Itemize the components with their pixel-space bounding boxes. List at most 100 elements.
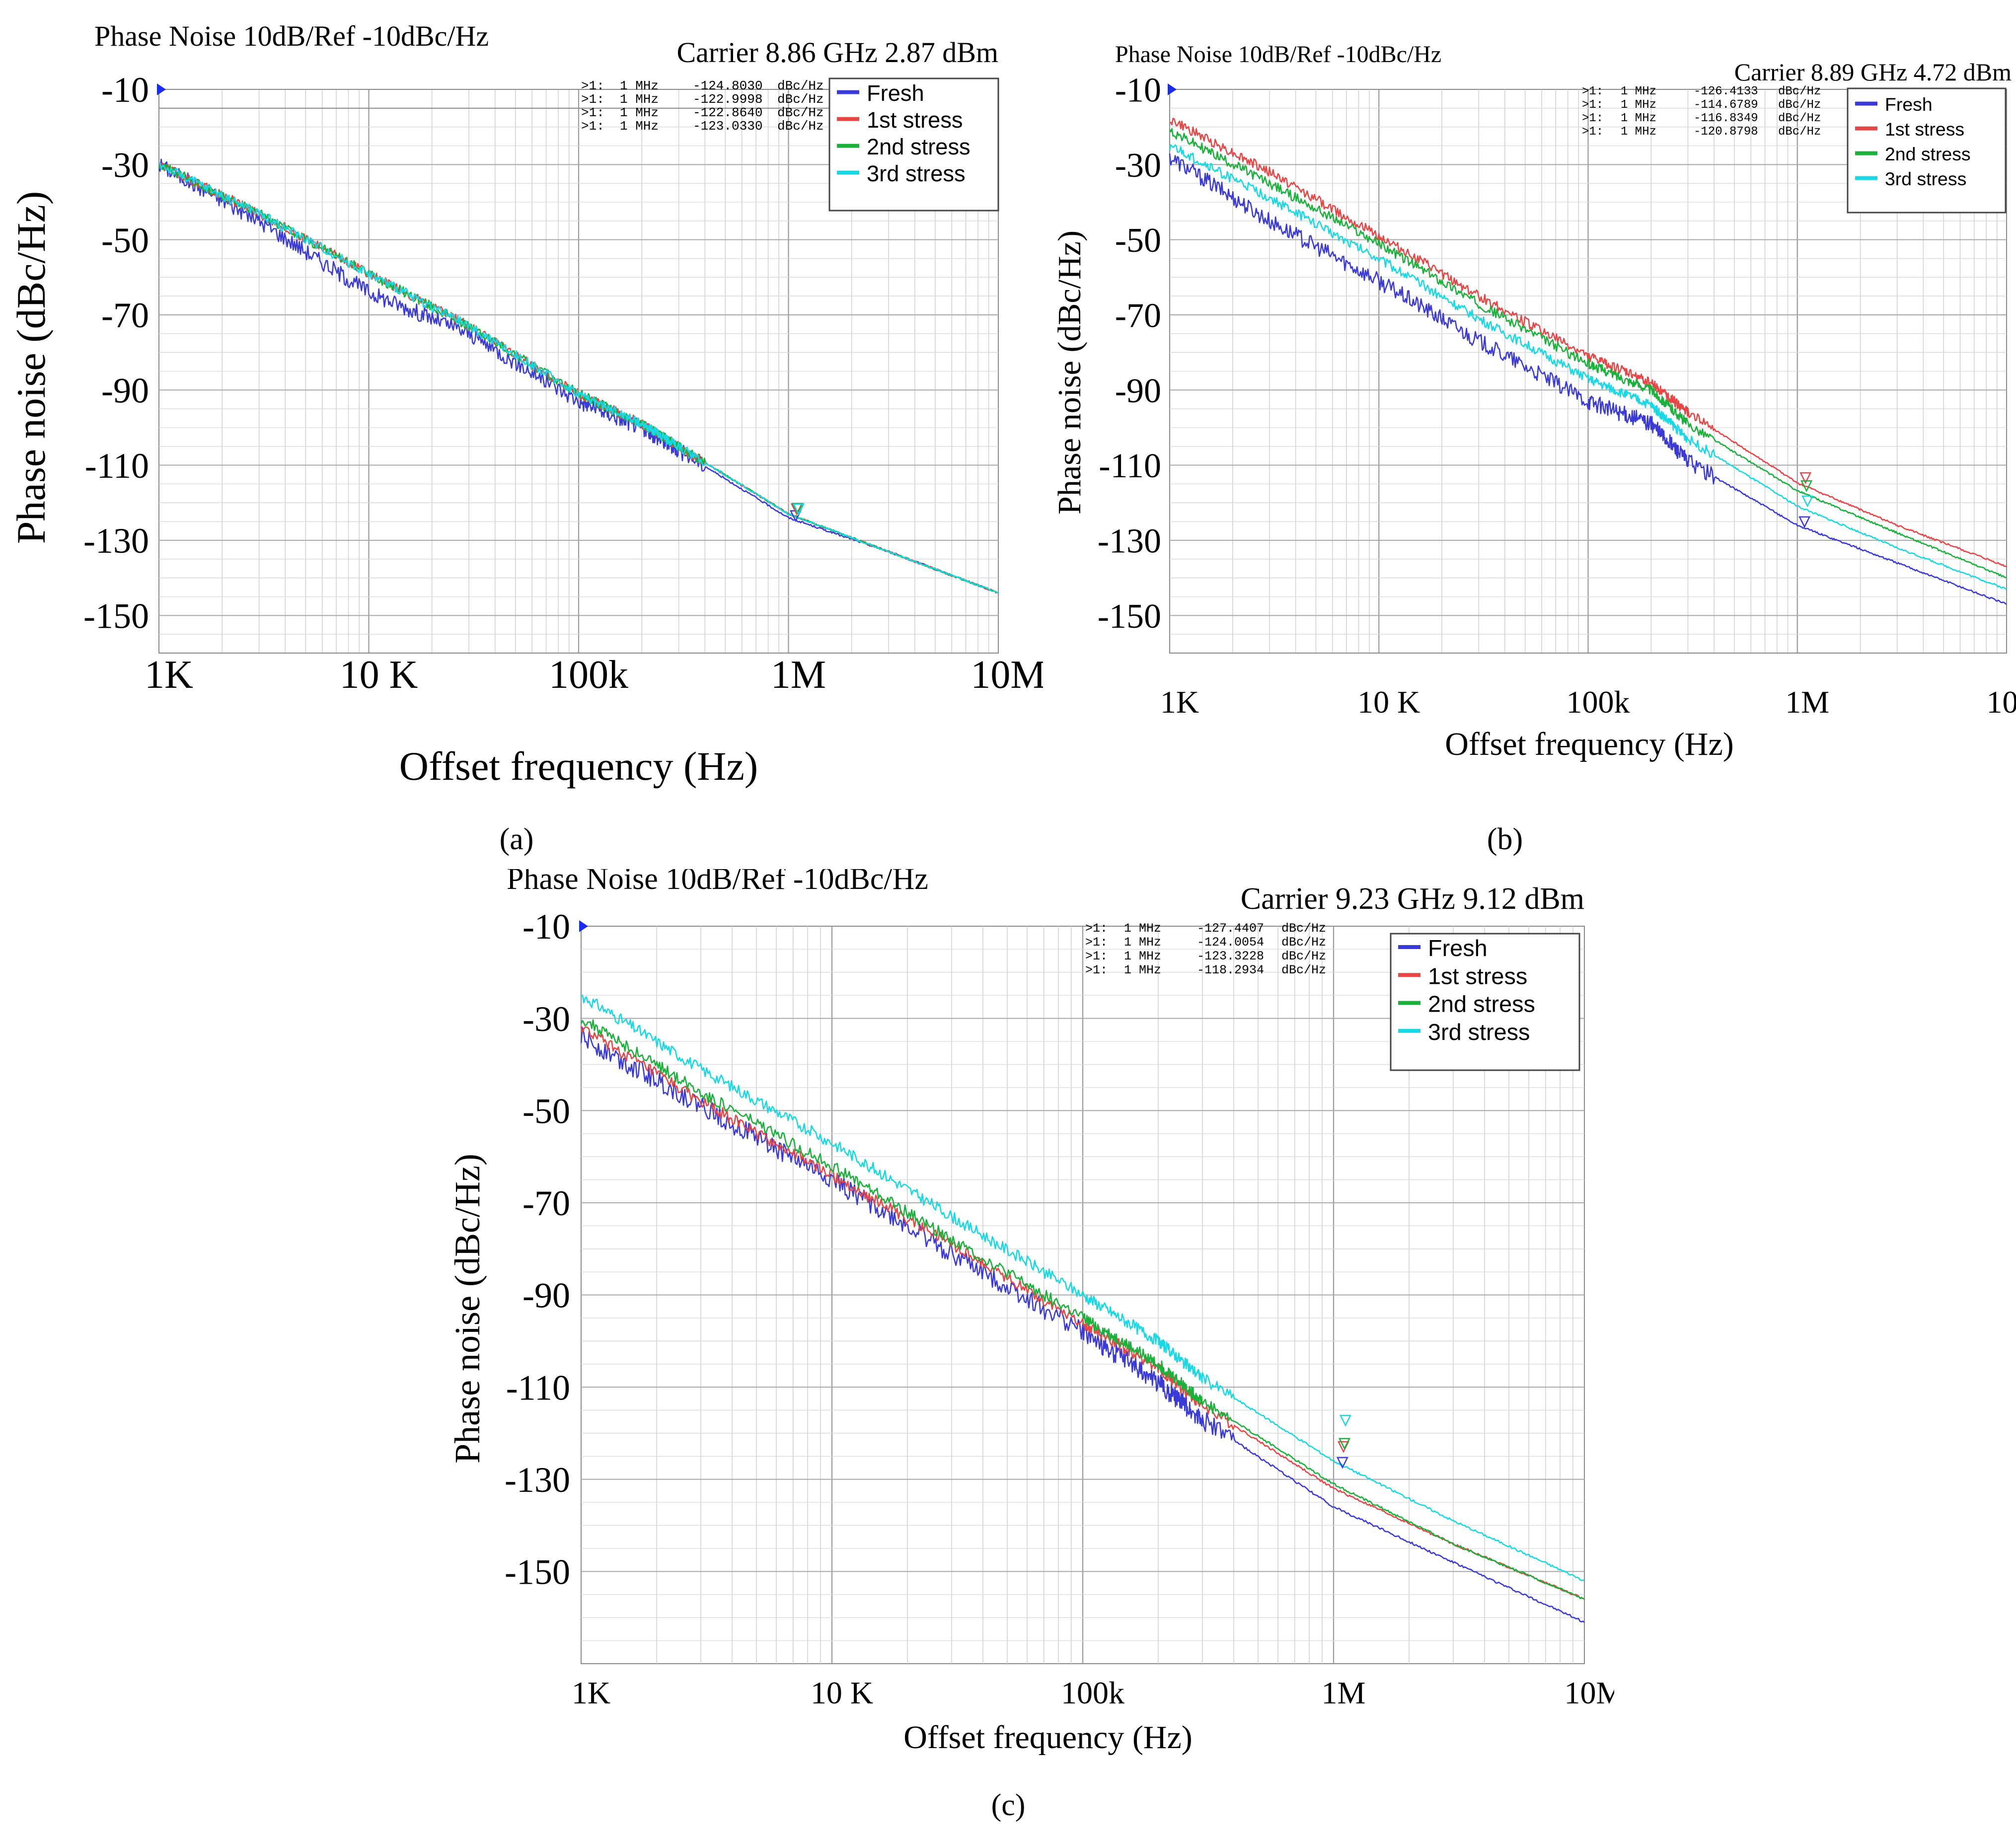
x-axis-label-c: Offset frequency (Hz)	[903, 1719, 1193, 1756]
marker-freq: 1 MHz	[620, 78, 659, 93]
marker-triangle-1	[1336, 1457, 1348, 1469]
series-line-fresh	[158, 158, 999, 594]
legend-label: 1st stress	[1885, 119, 1964, 140]
marker-triangle-4	[1339, 1414, 1351, 1427]
carrier-readout-b: Carrier 8.89 GHz 4.72 dBm	[1734, 58, 2012, 86]
marker-freq: 1 MHz	[1124, 949, 1161, 963]
y-tick-label: -10	[523, 907, 570, 947]
y-axis-label-a: Phase noise (dBc/Hz)	[8, 191, 54, 544]
marker-value: -126.4133	[1694, 85, 1758, 98]
marker-unit: dBc/Hz	[1281, 935, 1326, 950]
y-tick-label: -110	[506, 1368, 570, 1407]
x-tick-label: 10M	[1987, 684, 2016, 720]
marker-unit: dBc/Hz	[777, 105, 824, 120]
reference-level-icon	[157, 83, 166, 95]
marker-value: -124.0054	[1197, 935, 1264, 950]
marker-value: -127.4407	[1197, 921, 1264, 936]
carrier-readout-c: Carrier 9.23 GHz 9.12 dBm	[1241, 882, 1584, 916]
x-tick-label: 10 K	[340, 653, 418, 697]
marker-value: -120.8798	[1694, 125, 1758, 139]
y-tick-label: -90	[101, 371, 149, 411]
marker-freq: 1 MHz	[1621, 125, 1656, 139]
marker-freq: 1 MHz	[620, 119, 659, 134]
marker-value: -122.9998	[693, 92, 762, 107]
grid-a	[159, 89, 998, 654]
y-tick-label: -130	[83, 521, 149, 561]
marker-unit: dBc/Hz	[1281, 921, 1326, 936]
marker-freq: 1 MHz	[1621, 85, 1656, 98]
y-tick-label: -50	[1115, 221, 1161, 260]
series-line-fresh	[580, 1027, 1585, 1623]
legend-label: Fresh	[1885, 94, 1933, 115]
x-axis-label-a: Offset frequency (Hz)	[399, 743, 758, 789]
x-tick-label: 1M	[1322, 1675, 1366, 1710]
marker-value: -118.2934	[1197, 963, 1264, 977]
x-tick-label: 1M	[771, 653, 826, 697]
y-tick-label: -10	[101, 70, 149, 110]
legend-label: 2nd stress	[1428, 991, 1535, 1017]
y-tick-label: -70	[101, 295, 149, 335]
x-tick-label: 10 K	[811, 1675, 873, 1710]
marker-freq: 1 MHz	[1124, 935, 1161, 950]
carrier-readout-a: Carrier 8.86 GHz 2.87 dBm	[676, 36, 998, 69]
caption-c: (c)	[991, 1788, 1026, 1822]
chart-header-a: Phase Noise 10dB/Ref -10dBc/Hz	[94, 20, 489, 52]
y-tick-label: -90	[523, 1276, 570, 1316]
y-tick-label: -30	[101, 146, 149, 185]
chart-a-svg: -10 -30 -50 -70 -90 -110 -130 -150 1K 10 K 100k 1M 1…	[8, 20, 1043, 856]
caption-a: (a)	[500, 822, 534, 856]
marker-readouts-a: >1: 1 MHz -124.8030 dBc/Hz >1: 1 MHz -122.9998…	[581, 78, 824, 134]
y-tick-label: -30	[523, 999, 570, 1039]
marker-unit: dBc/Hz	[1281, 949, 1326, 963]
caption-b: (b)	[1487, 822, 1523, 856]
chart-c-svg: -10 -30 -50 -70 -90 -110 -130 -150 1K 10 K 100k 1M 1…	[448, 869, 1614, 1822]
marker-freq: 1 MHz	[1124, 921, 1161, 936]
marker-unit: dBc/Hz	[777, 78, 824, 93]
marker-id: >1:	[581, 78, 604, 93]
marker-freq: 1 MHz	[620, 105, 659, 120]
marker-id: >1:	[1085, 921, 1108, 936]
marker-id: >1:	[581, 105, 604, 120]
y-tick-label: -150	[1098, 597, 1161, 636]
series-line-3rd-stress	[158, 162, 999, 594]
marker-freq: 1 MHz	[1621, 98, 1656, 112]
series-line-3rd-stress	[1169, 144, 2007, 590]
legend-label: 3rd stress	[1885, 168, 1966, 189]
x-tick-label: 1K	[572, 1675, 610, 1710]
grid-c	[581, 926, 1584, 1664]
series-line-1st-stress	[1169, 118, 2007, 568]
marker-readouts-b: >1: 1 MHz -126.4133 dBc/Hz >1: 1 MHz -114.6789…	[1582, 85, 1821, 139]
x-tick-label: 100k	[1061, 1675, 1124, 1710]
marker-unit: dBc/Hz	[1778, 125, 1821, 139]
series-line-fresh	[1169, 153, 2007, 605]
marker-id: >1:	[1085, 935, 1108, 950]
y-tick-label: -50	[523, 1091, 570, 1131]
legend-label: 3rd stress	[867, 161, 966, 186]
reference-level-icon	[579, 920, 588, 932]
y-tick-label: -130	[505, 1460, 570, 1500]
series-line-3rd-stress	[581, 994, 1585, 1582]
marker-triangle-4	[1801, 495, 1814, 508]
marker-id: >1:	[581, 92, 604, 107]
marker-triangle-2	[1799, 472, 1812, 484]
marker-value: -123.0330	[693, 119, 762, 134]
y-tick-label: -70	[1115, 297, 1161, 335]
y-axis-label-c: Phase noise (dBc/Hz)	[448, 1154, 487, 1464]
x-axis-label-b: Offset frequency (Hz)	[1445, 726, 1734, 762]
y-tick-label: -70	[523, 1183, 570, 1223]
marker-value: -124.8030	[693, 78, 762, 93]
y-tick-label: -110	[1099, 447, 1161, 485]
legend-box	[1847, 87, 2007, 214]
x-tick-label: 1K	[145, 653, 193, 697]
marker-id: >1:	[1085, 949, 1108, 963]
reference-level-icon	[1168, 83, 1177, 95]
x-tick-label: 1K	[1160, 684, 1199, 720]
x-tick-label: 100k	[549, 653, 628, 697]
marker-unit: dBc/Hz	[777, 119, 824, 134]
legend-b: Fresh 1st stress 2nd stress 3rd stress	[1847, 87, 2007, 214]
chart-header-b: Phase Noise 10dB/Ref -10dBc/Hz	[1115, 41, 1441, 68]
y-tick-label: -130	[1098, 522, 1161, 561]
chart-panel-a: -10 -30 -50 -70 -90 -110 -130 -150 1K 10 K 100k 1M 1…	[0, 0, 1043, 869]
chart-panel-b: -10 -30 -50 -70 -90 -110 -130 -150 1K 10 K 100k 1M 1…	[1043, 0, 2016, 869]
